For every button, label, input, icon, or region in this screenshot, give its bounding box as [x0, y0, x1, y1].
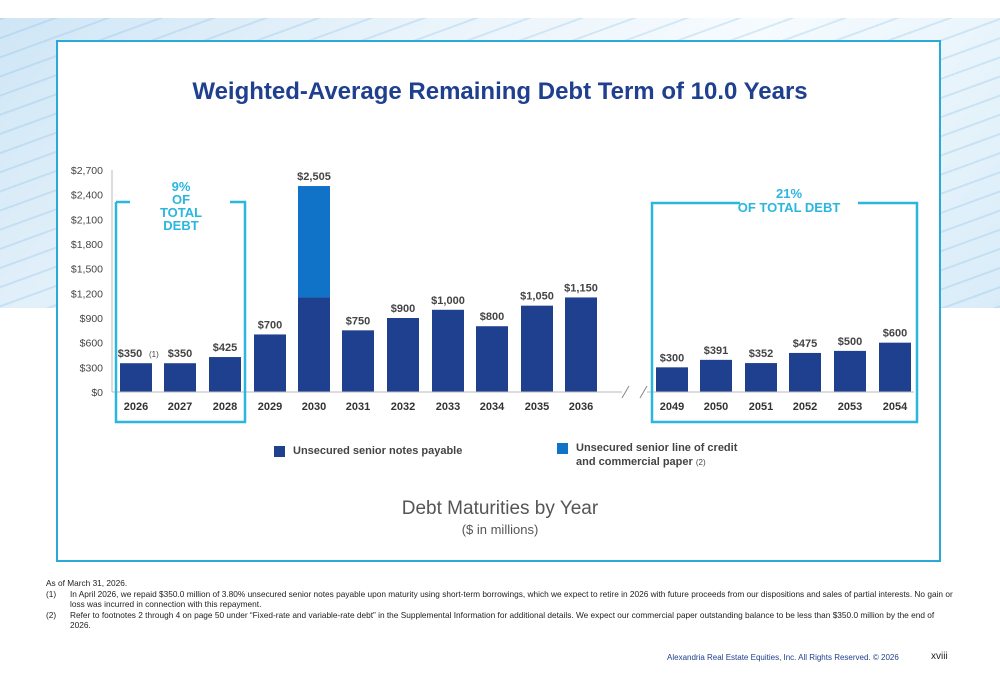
x-tick-label: 2053 [838, 401, 862, 413]
footer-copyright: Alexandria Real Estate Equities, Inc. Al… [667, 653, 899, 662]
data-label-2049: $300 [660, 352, 684, 364]
data-label-2028: $425 [213, 342, 237, 354]
bar-2032-notes [387, 318, 419, 392]
left-box-total: TOTAL [160, 205, 202, 220]
y-tick-label: $300 [80, 362, 104, 374]
x-tick-label: 2028 [213, 401, 237, 413]
bar-2033-notes [432, 309, 464, 392]
bar-2030-notes [298, 297, 330, 392]
data-label-2050: $391 [704, 345, 728, 357]
x-tick-label: 2033 [436, 401, 460, 413]
data-label-2034: $800 [480, 311, 504, 323]
chart-units: ($ in millions) [461, 522, 539, 537]
data-label-footnote-ref: (1) [149, 350, 159, 359]
legend-label-notes: Unsecured senior notes payable [293, 445, 463, 457]
data-label-2032: $900 [391, 303, 415, 315]
bar-2035-notes [521, 305, 553, 392]
bar-2036-notes [565, 297, 597, 392]
data-label-2053: $500 [838, 336, 862, 348]
y-tick-label: $2,700 [71, 165, 103, 177]
right-box-label: OF TOTAL DEBT [738, 200, 841, 215]
bar-2028-notes [209, 357, 241, 392]
data-label-2033: $1,000 [431, 295, 465, 307]
footnote-2-text: Refer to footnotes 2 through 4 on page 5… [70, 609, 935, 631]
y-tick-label: $2,100 [71, 214, 103, 226]
x-tick-label: 2030 [302, 401, 326, 413]
data-label-2030: $2,505 [297, 171, 331, 183]
x-tick-label: 2036 [569, 401, 593, 413]
bar-2049-notes [656, 367, 688, 392]
left-box-of: OF [172, 192, 190, 207]
bar-2026-notes [120, 363, 152, 392]
footnotes: As of March 31, 2026. (1) In April 2026,… [46, 578, 956, 631]
footnote-asof: As of March 31, 2026. [46, 578, 128, 588]
footnote-2-number: (2) [46, 609, 57, 620]
y-tick-label: $1,200 [71, 288, 103, 300]
chart-frame [56, 40, 941, 562]
x-axis: 2026 2027 2028 2029 2030 2031 2032 2033 2034 2035… [112, 391, 914, 413]
data-label-2031: $750 [346, 315, 370, 327]
right-highlight-box [650, 201, 919, 424]
y-tick-label: $1,500 [71, 264, 103, 276]
right-box-pct: 21% [776, 186, 802, 201]
x-tick-label: 2031 [346, 401, 370, 413]
footnote-2: (2) Refer to footnotes 2 through 4 on pa… [46, 610, 956, 631]
page-title: Weighted-Average Remaining Debt Term of … [192, 78, 808, 105]
bar-2050-notes [700, 359, 732, 392]
data-label-2036: $1,150 [564, 282, 598, 294]
data-label-2029: $700 [258, 319, 282, 331]
bar-2027-notes [164, 363, 196, 392]
x-tick-label: 2052 [793, 401, 817, 413]
data-label-2052: $475 [793, 338, 817, 350]
footnote-1-number: (1) [46, 588, 57, 599]
x-tick-label: 2050 [704, 401, 728, 413]
y-tick-label: $1,800 [71, 239, 103, 251]
left-box-debt: DEBT [163, 218, 198, 233]
footnote-1: (1) In April 2026, we repaid $350.0 mill… [46, 589, 956, 610]
bar-2034-notes [476, 326, 508, 392]
x-tick-label: 2034 [480, 401, 505, 413]
x-tick-label: 2027 [168, 401, 192, 413]
legend-label-credit-line1: Unsecured senior line of credit [576, 442, 738, 454]
legend-swatch-notes [274, 446, 285, 457]
axis-break-mark [621, 385, 630, 399]
left-highlight-box [114, 200, 247, 424]
data-label-2051: $352 [749, 348, 773, 360]
bar-2053-notes [834, 350, 866, 392]
bar-2051-notes [745, 363, 777, 392]
x-tick-label: 2029 [258, 401, 282, 413]
x-tick-label: 2051 [749, 401, 773, 413]
bar-2029-notes [254, 334, 286, 392]
bars: $350 $350 $425 $700 $2,505 $750 $900 $1,000 $800… [118, 171, 911, 392]
legend-label-credit-line2: and commercial paper [576, 456, 693, 468]
data-label-2035: $1,050 [520, 291, 554, 303]
footnote-1-text: In April 2026, we repaid $350.0 million … [70, 588, 953, 610]
x-tick-label: 2035 [525, 401, 549, 413]
legend-swatch-credit [557, 443, 568, 454]
x-tick-label: 2032 [391, 401, 415, 413]
chart-subtitle: Debt Maturities by Year [401, 498, 599, 519]
y-tick-label: $900 [80, 313, 104, 325]
bar-2031-notes [342, 330, 374, 392]
page-number: xviii [931, 651, 948, 662]
data-label-2026: $350 [118, 348, 142, 360]
bar-2052-notes [789, 352, 821, 392]
bar-2054-notes [879, 342, 911, 392]
y-tick-label: $2,400 [71, 190, 103, 202]
axis-break-mark [639, 385, 648, 399]
x-tick-label: 2054 [883, 401, 908, 413]
y-tick-label: $0 [91, 387, 103, 399]
y-axis: $0 $300 $600 $900 $1,200 $1,500 $1,800 $2,100 $2… [71, 165, 113, 399]
legend-footnote-ref: (2) [695, 458, 706, 467]
left-box-pct: 9% [172, 179, 191, 194]
data-label-2054: $600 [883, 328, 907, 340]
bar-2030-credit [298, 186, 330, 298]
data-label-2027: $350 [168, 348, 192, 360]
x-tick-label: 2026 [124, 401, 148, 413]
x-tick-label: 2049 [660, 401, 684, 413]
y-tick-label: $600 [80, 338, 104, 350]
